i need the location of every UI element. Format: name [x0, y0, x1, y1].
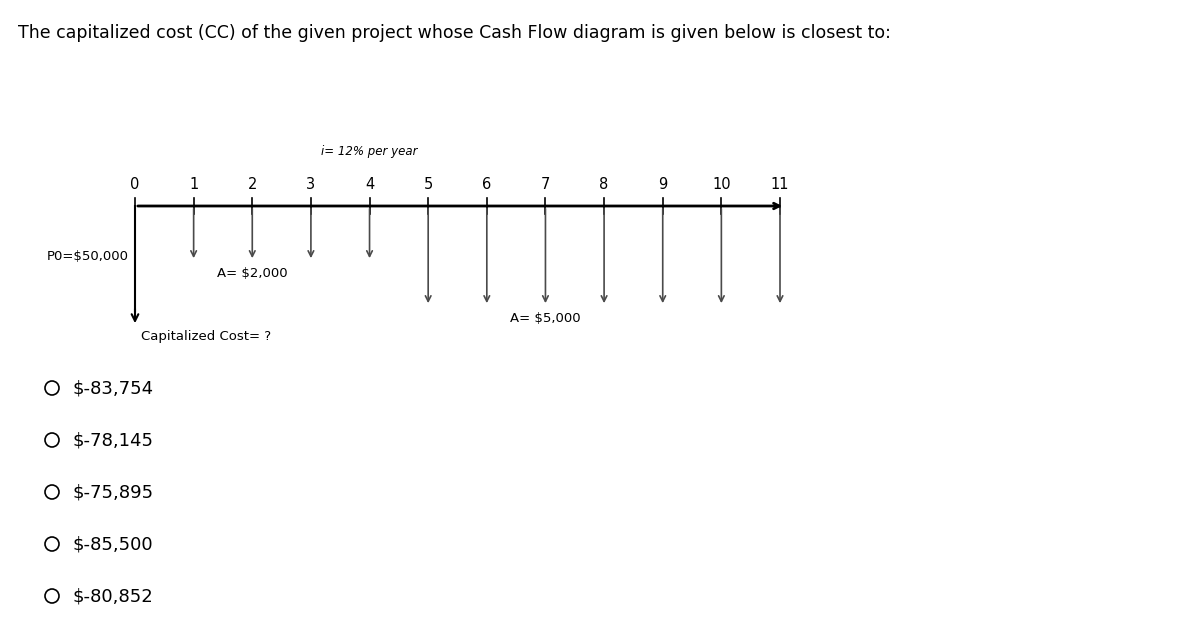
- Text: The capitalized cost (CC) of the given project whose Cash Flow diagram is given : The capitalized cost (CC) of the given p…: [18, 24, 890, 42]
- Text: 1: 1: [190, 177, 198, 192]
- Text: 0: 0: [131, 177, 139, 192]
- Text: 9: 9: [658, 177, 667, 192]
- Text: 8: 8: [600, 177, 608, 192]
- Text: 2: 2: [247, 177, 257, 192]
- Text: $-75,895: $-75,895: [72, 483, 154, 501]
- Text: Capitalized Cost= ?: Capitalized Cost= ?: [142, 330, 271, 343]
- Text: $-85,500: $-85,500: [72, 535, 152, 553]
- Text: 10: 10: [712, 177, 731, 192]
- Text: P0=$50,000: P0=$50,000: [47, 249, 130, 263]
- Text: 7: 7: [541, 177, 550, 192]
- Text: 4: 4: [365, 177, 374, 192]
- Text: 6: 6: [482, 177, 492, 192]
- Text: $-78,145: $-78,145: [72, 431, 154, 449]
- Text: i= 12% per year: i= 12% per year: [322, 145, 418, 158]
- Text: $-80,852: $-80,852: [72, 587, 152, 605]
- Text: 5: 5: [424, 177, 433, 192]
- Text: $-83,754: $-83,754: [72, 379, 154, 397]
- Text: A= $5,000: A= $5,000: [510, 312, 581, 325]
- Text: A= $2,000: A= $2,000: [217, 267, 288, 280]
- Text: 3: 3: [306, 177, 316, 192]
- Text: 11: 11: [770, 177, 790, 192]
